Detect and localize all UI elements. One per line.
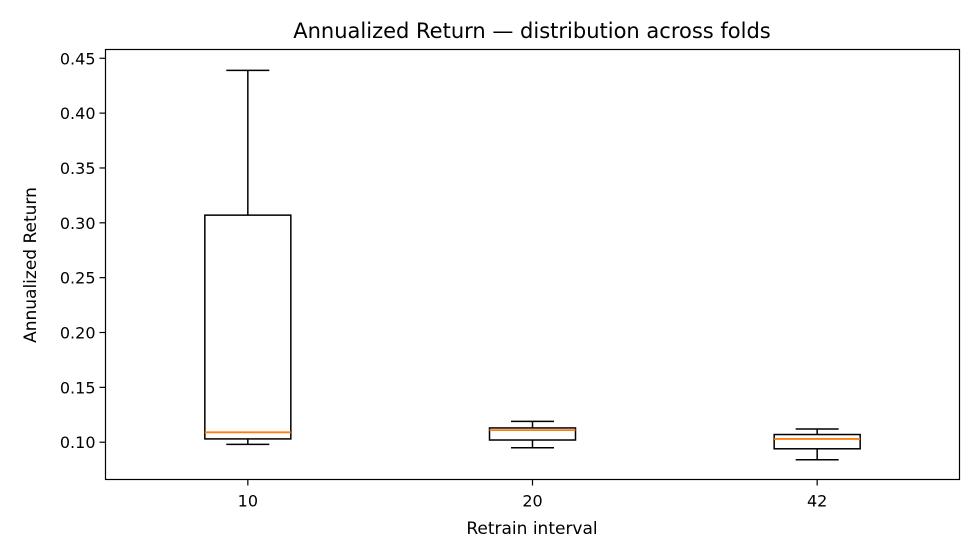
y-axis: 0.10 0.15 0.20 0.25 0.30 0.35 0.40 0.45 [60,49,106,452]
y-axis-label: Annualized Return [21,187,41,343]
iqr-box [204,214,292,440]
y-tick-label: 0.10 [60,433,96,452]
x-tick-label: 10 [238,492,258,511]
iqr-box [773,433,861,450]
y-tick-label: 0.30 [60,214,96,233]
y-tick-label: 0.20 [60,324,96,343]
box-series [204,69,861,461]
box-10 [204,69,292,446]
chart-title: Annualized Return — distribution across … [293,19,771,43]
x-axis-label: Retrain interval [466,519,597,539]
x-tick-label: 20 [522,492,542,511]
y-tick-label: 0.45 [60,49,96,68]
box-20 [488,420,577,449]
x-tick-label: 42 [807,492,827,511]
iqr-box [488,427,577,441]
plot-frame [104,48,961,481]
x-axis: 10 20 42 [238,479,827,511]
y-tick-label: 0.15 [60,378,96,397]
box-42 [773,428,861,461]
y-tick-label: 0.40 [60,104,96,123]
y-tick-label: 0.25 [60,269,96,288]
y-tick-label: 0.35 [60,159,96,178]
